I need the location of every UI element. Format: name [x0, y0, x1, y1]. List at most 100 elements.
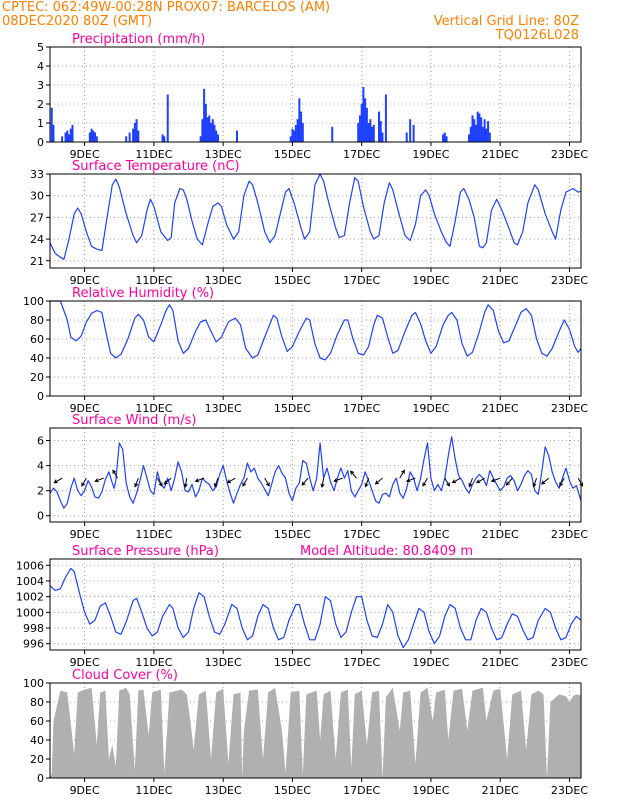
wind-arrow-icon — [475, 479, 481, 484]
wind-arrow-icon — [490, 478, 496, 483]
wind-arrow-icon — [265, 482, 270, 487]
wind-arrow-shaft — [112, 470, 118, 479]
precipitation-bar — [360, 104, 363, 142]
precipitation-bar — [128, 132, 131, 142]
wind-arrow-shaft — [95, 477, 104, 482]
wind-arrow-shaft — [214, 477, 219, 487]
surface-wind-xtick-label: 19DEC — [412, 528, 449, 541]
wind-arrow-shaft — [54, 477, 63, 484]
wind-arrow-icon — [94, 478, 99, 483]
cloud-cover-frame — [49, 682, 582, 779]
precipitation-bar — [90, 128, 93, 142]
cloud-cover-xtick-label: 21DEC — [482, 784, 519, 797]
wind-arrow-shaft — [491, 477, 501, 482]
precipitation-bar — [480, 117, 483, 142]
model-id-text: TQ0126L028 — [495, 28, 579, 43]
precipitation-bar — [488, 132, 491, 142]
precipitation-bar — [362, 86, 365, 142]
precipitation-bar — [215, 130, 218, 142]
wind-arrow-icon — [53, 479, 58, 484]
wind-arrow-icon — [194, 478, 200, 483]
precipitation-ytick-label: 5 — [37, 41, 44, 54]
surface-wind-ytick-label: 4 — [37, 460, 44, 473]
precipitation-bar — [331, 126, 334, 142]
precipitation-bar — [291, 128, 294, 142]
surface-wind-ytick-label: 2 — [37, 485, 44, 498]
surface-temperature-xtick-label: 17DEC — [343, 274, 380, 287]
precipitation-bar — [487, 121, 490, 142]
wind-arrow-icon — [81, 482, 86, 487]
precipitation-bar — [203, 88, 206, 142]
surface-wind-title: Surface Wind (m/s) — [72, 413, 196, 428]
surface-temperature-xtick-label: 19DEC — [412, 274, 449, 287]
surface-temperature-xtick-label: 13DEC — [205, 274, 242, 287]
cloud-cover-xtick-label: 17DEC — [343, 784, 380, 797]
surface-wind-xtick-label: 11DEC — [135, 528, 172, 541]
wind-arrow-shaft — [134, 477, 139, 487]
precipitation-bar — [94, 132, 97, 142]
precipitation-ytick-label: 1 — [37, 117, 44, 130]
wind-arrow-shaft — [533, 477, 538, 487]
relative-humidity-xtick-label: 23DEC — [551, 402, 588, 415]
wind-arrow-icon — [559, 482, 564, 487]
precipitation-bar — [199, 136, 202, 142]
precipitation-bar — [52, 124, 55, 142]
surface-wind-ytick-label: 0 — [37, 510, 44, 523]
precipitation-bar — [92, 130, 95, 142]
precipitation-bar — [300, 111, 303, 142]
precipitation-bar — [372, 124, 375, 142]
cloud-cover-xtick-label: 11DEC — [135, 784, 172, 797]
precipitation-xtick-label: 13DEC — [205, 148, 242, 161]
wind-arrow-shaft — [350, 470, 357, 479]
wind-arrow-icon — [401, 469, 405, 474]
precipitation-xtick-label: 23DEC — [551, 148, 588, 161]
wind-arrow-shaft — [444, 477, 450, 487]
precipitation-bar — [166, 94, 169, 142]
precipitation-bar — [294, 124, 297, 142]
precipitation-bar — [471, 115, 474, 142]
surface-pressure-ytick-label: 998 — [23, 622, 44, 635]
wind-arrow-shaft — [242, 477, 248, 487]
wind-arrow-icon — [158, 482, 163, 487]
surface-pressure-ytick-label: 1006 — [16, 559, 44, 572]
wind-arrow-shaft — [163, 477, 172, 485]
surface-wind-xtick-label: 9DEC — [70, 528, 100, 541]
precipitation-xtick-label: 21DEC — [482, 148, 519, 161]
precipitation-xtick-label: 19DEC — [412, 148, 449, 161]
wind-arrow-shaft — [476, 477, 485, 484]
surface-temperature-xtick-label: 15DEC — [274, 274, 311, 287]
precipitation-bar — [381, 132, 384, 142]
precipitation-bar — [412, 124, 415, 142]
vertical-grid-line-text: Vertical Grid Line: 80Z — [433, 14, 579, 29]
precipitation-bar — [443, 132, 446, 142]
precipitation-bar — [204, 104, 207, 142]
precipitation-bar — [68, 134, 71, 142]
precipitation-bar — [213, 124, 216, 142]
relative-humidity-ytick-label: 20 — [30, 371, 44, 384]
wind-arrow-icon — [451, 479, 457, 484]
wind-arrow-icon — [405, 478, 411, 483]
precipitation-bar — [216, 134, 219, 142]
precipitation-bar — [88, 132, 91, 142]
wind-arrow-shaft — [227, 477, 236, 484]
surface-pressure-ytick-label: 1000 — [16, 606, 44, 619]
cloud-cover-xtick-label: 19DEC — [412, 784, 449, 797]
surface-pressure-xtick-label: 13DEC — [205, 656, 242, 669]
surface-pressure-ytick-label: 1002 — [16, 591, 44, 604]
wind-arrow-shaft — [506, 477, 513, 486]
relative-humidity-xtick-label: 9DEC — [70, 402, 100, 415]
surface-temperature-ytick-label: 33 — [30, 168, 44, 181]
cloud-cover-xtick-label: 23DEC — [551, 784, 588, 797]
wind-arrow-icon — [112, 469, 117, 474]
cloud-cover-xtick-label: 15DEC — [274, 784, 311, 797]
precipitation-bar — [61, 136, 64, 142]
surface-pressure-annotation: Model Altitude: 80.8409 m — [300, 544, 473, 559]
surface-pressure-xtick-label: 23DEC — [551, 656, 588, 669]
precipitation-bar — [161, 134, 164, 142]
relative-humidity-xtick-label: 13DEC — [205, 402, 242, 415]
wind-arrow-icon — [374, 480, 380, 485]
relative-humidity-title: Relative Humidity (%) — [72, 286, 214, 301]
surface-temperature-ytick-label: 21 — [30, 255, 44, 268]
cloud-cover-title: Cloud Cover (%) — [72, 668, 178, 683]
wind-arrow-icon — [320, 483, 325, 489]
